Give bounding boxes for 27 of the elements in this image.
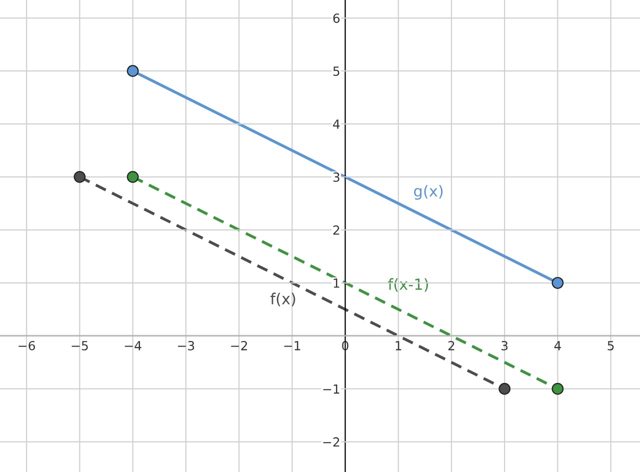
point bbox=[498, 382, 510, 395]
series-label: g(x) bbox=[414, 184, 443, 200]
x-tick-label: −1 bbox=[284, 341, 300, 350]
x-tick-label: −2 bbox=[231, 340, 247, 350]
x-tick-label: −6 bbox=[18, 340, 35, 350]
x-tick-label: 3 bbox=[502, 340, 508, 350]
y-tick-label: 6 bbox=[333, 13, 340, 23]
point bbox=[74, 171, 86, 183]
point bbox=[126, 171, 139, 183]
y-tick-label: 1 bbox=[334, 278, 340, 288]
y-tick-label: 2 bbox=[333, 225, 340, 235]
x-tick-label: 5 bbox=[608, 341, 614, 350]
x-tick-label: 4 bbox=[554, 341, 561, 350]
y-tick-label: 5 bbox=[333, 66, 340, 76]
y-tick-label: −2 bbox=[323, 437, 340, 447]
x-tick-label: −3 bbox=[178, 340, 194, 350]
series-label: f(x) bbox=[270, 292, 296, 306]
point bbox=[126, 65, 139, 77]
y-tick-label: 4 bbox=[333, 120, 340, 129]
point bbox=[552, 276, 564, 289]
x-tick-label: −5 bbox=[72, 341, 88, 350]
x-tick-label: 1 bbox=[396, 341, 402, 350]
y-tick-label: 3 bbox=[333, 172, 340, 182]
y-tick-label: −1 bbox=[323, 384, 340, 394]
x-tick-label: 2 bbox=[448, 340, 454, 350]
point bbox=[552, 382, 564, 395]
x-tick-label: −4 bbox=[124, 341, 142, 350]
